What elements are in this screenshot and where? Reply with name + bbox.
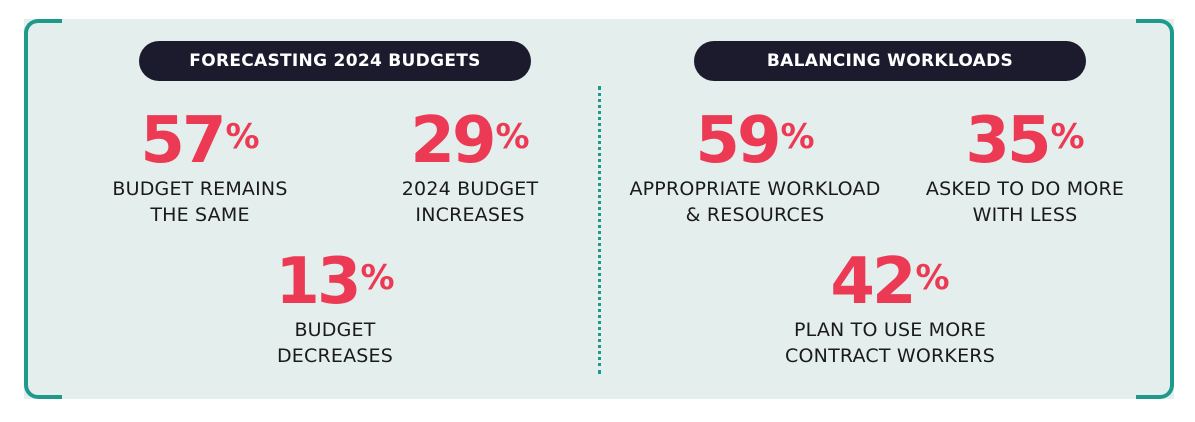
stat-label-line: ASKED TO DO MORE: [925, 178, 1125, 200]
forecasting-section-title: FORECASTING 2024 BUDGETS: [139, 41, 531, 81]
stat-label-line: BUDGET: [294, 319, 376, 341]
stat-contract-workers: 42% PLAN TO USE MORE CONTRACT WORKERS: [730, 250, 1050, 369]
percent-symbol: %: [225, 117, 260, 157]
stat-label-line: THE SAME: [150, 204, 250, 226]
stat-value: 35: [965, 104, 1051, 178]
stat-value: 59: [695, 104, 781, 178]
workloads-section-title: BALANCING WORKLOADS: [694, 41, 1086, 81]
stat-budget-increases: 29% 2024 BUDGET INCREASES: [310, 109, 630, 228]
stat-label-line: WITH LESS: [972, 204, 1078, 226]
stat-label-line: CONTRACT WORKERS: [785, 345, 995, 367]
stat-label-line: PLAN TO USE MORE: [793, 319, 987, 341]
stat-label-line: INCREASES: [415, 204, 525, 226]
stat-value: 57: [140, 104, 226, 178]
percent-symbol: %: [495, 117, 530, 157]
percent-symbol: %: [1050, 117, 1085, 157]
section-divider: [598, 86, 601, 374]
stat-value: 13: [275, 245, 361, 319]
stat-label-line: 2024 BUDGET: [401, 178, 539, 200]
stat-value: 42: [830, 245, 916, 319]
stat-budget-remains-same: 57% BUDGET REMAINS THE SAME: [40, 109, 360, 228]
stat-label-line: APPROPRIATE WORKLOAD: [629, 178, 881, 200]
stat-value: 29: [410, 104, 496, 178]
percent-symbol: %: [360, 258, 395, 298]
percent-symbol: %: [780, 117, 815, 157]
stat-label-line: & RESOURCES: [685, 204, 825, 226]
percent-symbol: %: [915, 258, 950, 298]
stat-appropriate-workload: 59% APPROPRIATE WORKLOAD & RESOURCES: [595, 109, 915, 228]
stat-label-line: DECREASES: [276, 345, 394, 367]
stat-do-more-with-less: 35% ASKED TO DO MORE WITH LESS: [865, 109, 1185, 228]
right-bracket-decoration: [1136, 19, 1174, 399]
left-bracket-decoration: [24, 19, 62, 399]
stat-label-line: BUDGET REMAINS: [112, 178, 288, 200]
stat-budget-decreases: 13% BUDGET DECREASES: [175, 250, 495, 369]
